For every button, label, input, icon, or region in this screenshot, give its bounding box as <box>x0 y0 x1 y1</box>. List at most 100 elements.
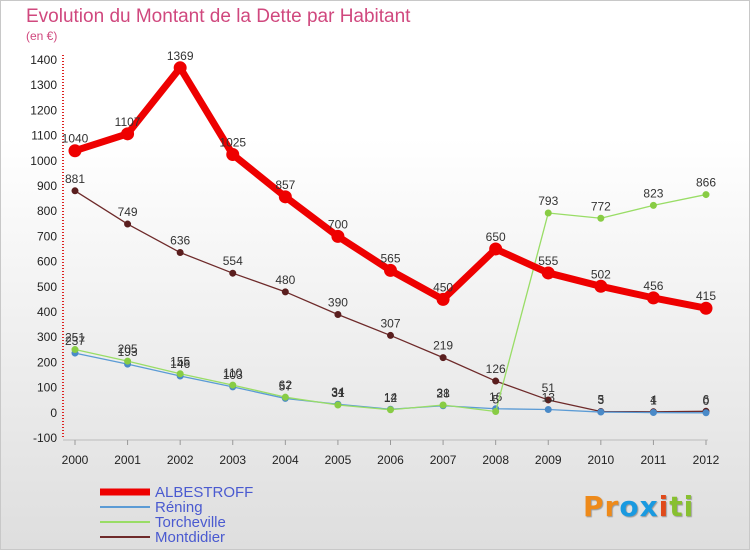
data-label: 390 <box>328 296 348 310</box>
data-label: 502 <box>591 267 611 281</box>
data-label: 5 <box>492 393 499 407</box>
data-label: 857 <box>275 178 295 192</box>
data-label: 146 <box>170 357 190 371</box>
data-label: 793 <box>538 194 558 208</box>
data-label: 1025 <box>219 136 246 150</box>
data-point <box>229 269 237 277</box>
legend-label: Torcheville <box>155 514 226 531</box>
data-point <box>649 201 657 209</box>
data-label: 1 <box>650 394 657 408</box>
data-point <box>278 190 292 204</box>
y-tick-label: 300 <box>37 330 57 344</box>
data-point <box>492 408 500 416</box>
data-label: 415 <box>696 289 716 303</box>
data-label: 51 <box>542 381 556 395</box>
data-label: 881 <box>65 172 85 186</box>
data-point <box>649 409 657 417</box>
data-label: 34 <box>331 385 345 399</box>
data-label: 14 <box>384 390 398 404</box>
data-point <box>699 301 713 315</box>
data-point <box>334 311 342 319</box>
data-label: 555 <box>538 254 558 268</box>
x-tick-label: 2004 <box>272 453 299 467</box>
y-tick-label: 900 <box>37 179 57 193</box>
data-point <box>71 346 79 354</box>
data-point <box>702 409 710 417</box>
x-tick-label: 2008 <box>482 453 509 467</box>
x-tick-label: 2005 <box>325 453 352 467</box>
data-point <box>173 61 187 75</box>
x-tick-label: 2012 <box>693 453 720 467</box>
logo-letter: t <box>669 490 684 523</box>
data-label: 650 <box>486 230 506 244</box>
axes: -100010020030040050060070080090010001100… <box>30 53 719 467</box>
x-tick-label: 2002 <box>167 453 194 467</box>
data-point <box>281 393 289 401</box>
data-label: 5 <box>597 393 604 407</box>
data-point <box>124 220 132 228</box>
y-tick-label: -100 <box>33 431 57 445</box>
data-point <box>492 377 500 385</box>
data-label: 4 <box>650 393 657 407</box>
data-label: 28 <box>436 387 450 401</box>
logo-letter: i <box>683 490 695 523</box>
data-label: 205 <box>118 342 138 356</box>
data-point <box>384 263 397 277</box>
logo-letter: r <box>604 490 620 523</box>
y-tick-label: 1300 <box>30 78 57 92</box>
x-tick-label: 2006 <box>377 453 404 467</box>
data-label: 6 <box>703 392 710 406</box>
data-label: 0 <box>703 394 710 408</box>
data-label: 554 <box>223 254 243 268</box>
data-label: 155 <box>170 355 190 369</box>
y-tick-label: 200 <box>37 355 57 369</box>
data-label: 1369 <box>167 49 194 63</box>
data-label: 700 <box>328 217 348 231</box>
data-label: 307 <box>380 316 400 330</box>
data-point <box>439 401 447 409</box>
data-point <box>544 396 552 404</box>
data-label: 565 <box>380 251 400 265</box>
data-point <box>226 148 240 161</box>
data-point <box>594 279 608 293</box>
data-label: 1107 <box>115 115 141 129</box>
data-label: 3 <box>597 393 604 407</box>
data-label: 636 <box>170 234 190 248</box>
logo-letter: P <box>583 490 605 523</box>
y-tick-label: 700 <box>37 229 57 243</box>
data-point <box>68 144 82 158</box>
data-label: 450 <box>433 280 453 294</box>
data-label: 126 <box>486 362 506 376</box>
y-tick-label: 1000 <box>30 154 57 168</box>
data-label: 31 <box>331 386 345 400</box>
y-tick-label: 0 <box>50 406 57 420</box>
data-label: 62 <box>279 378 293 392</box>
x-tick-label: 2010 <box>587 453 614 467</box>
data-point <box>121 127 135 141</box>
data-point <box>544 209 552 217</box>
data-point <box>229 381 237 389</box>
data-label: 866 <box>696 176 716 190</box>
data-point <box>71 187 79 195</box>
x-tick-label: 2007 <box>430 453 457 467</box>
y-tick-label: 1200 <box>30 103 57 117</box>
legend-label: Réning <box>155 499 203 516</box>
data-label: 823 <box>643 186 663 200</box>
logo-letter: i <box>658 490 670 523</box>
series-albestroff: 1040 1107 1369 1025 857 700 565 450 650 555 502 456… <box>62 49 716 315</box>
data-point <box>281 288 289 296</box>
series-line <box>74 190 707 413</box>
data-point <box>439 354 447 362</box>
x-tick-label: 2000 <box>62 453 89 467</box>
data-point <box>176 370 184 378</box>
logo-letter: o <box>619 490 640 523</box>
logo-letter: x <box>639 490 659 523</box>
data-point <box>646 291 660 305</box>
x-tick-label: 2003 <box>219 453 246 467</box>
data-point <box>541 266 555 280</box>
data-label: 219 <box>433 339 453 353</box>
data-point <box>176 249 184 257</box>
